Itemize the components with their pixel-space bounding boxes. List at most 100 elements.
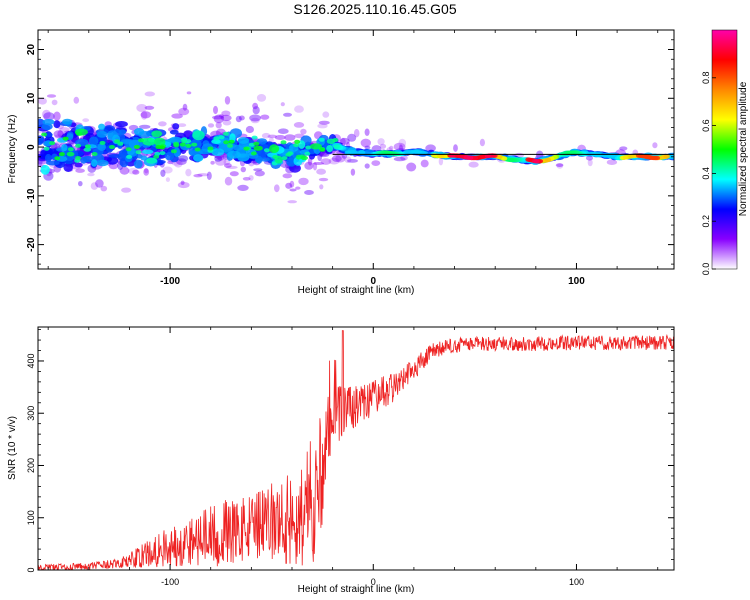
- colorbar-tick-label: 0.2: [701, 215, 711, 228]
- spectrogram-cell: [133, 128, 145, 136]
- snr-series-line: [38, 330, 674, 570]
- spectrogram-cell: [211, 148, 225, 157]
- spectrogram-cell: [253, 141, 260, 146]
- spectrogram-cell: [400, 155, 408, 161]
- spectrogram-cell: [106, 156, 119, 165]
- spectrogram-cell: [507, 157, 514, 163]
- spectrogram-cell: [127, 168, 139, 175]
- spectrogram-cell: [586, 155, 593, 161]
- spectrogram-cell: [251, 135, 258, 140]
- y-tick-label: 20: [26, 44, 37, 56]
- spectrogram-cell: [310, 143, 322, 150]
- spectrogram-cell: [114, 139, 121, 144]
- spectrogram-cell: [627, 154, 635, 159]
- spectrogram-cell: [250, 151, 257, 156]
- spectrogram-cell: [222, 119, 232, 126]
- spectrogram-cell: [42, 109, 51, 119]
- colorbar-tick-label: 0.0: [701, 263, 711, 276]
- spectrogram-cell: [38, 97, 47, 105]
- x-tick-label: -100: [161, 577, 179, 587]
- spectrogram-cell: [222, 131, 229, 136]
- spectrogram-cell: [298, 177, 309, 186]
- spectrogram-cell: [41, 123, 53, 131]
- spectrogram-cell: [252, 102, 258, 110]
- spectrogram-cell: [158, 121, 167, 127]
- spectrogram-cell: [74, 162, 83, 168]
- spectrogram-cell: [283, 112, 292, 117]
- spectrogram-cell: [159, 145, 166, 150]
- spectrogram-cell: [40, 164, 50, 175]
- spectrogram-cell: [109, 145, 115, 149]
- spectrogram-cell: [97, 143, 107, 151]
- spectrogram-cell: [221, 110, 231, 117]
- y-tick-label: -20: [26, 237, 37, 252]
- colorbar: 0.0 0.2 0.4 0.6 0.8 Normalized spectral ampl…: [701, 29, 749, 276]
- spectrogram-cell: [197, 173, 209, 177]
- x-tick-label: 0: [371, 577, 376, 587]
- spectrogram-cell: [256, 94, 267, 102]
- spectrogram-cell: [371, 160, 381, 167]
- spectrogram-cell: [479, 154, 487, 159]
- spectrogram-cell: [274, 184, 280, 193]
- spectrogram-cell: [75, 168, 85, 173]
- spectrogram-cell: [133, 144, 140, 149]
- spectrogram-cell: [73, 96, 80, 104]
- colorbar-ticks: 0.0 0.2 0.4 0.6 0.8: [701, 72, 716, 276]
- spectrogram-cell: [182, 103, 188, 111]
- spectrogram-cell: [242, 177, 251, 181]
- spectrogram-heatmap: [38, 91, 674, 204]
- spectrogram-cell: [170, 149, 177, 154]
- spectrogram-cell: [253, 145, 263, 151]
- top-x-axis: -100 0 100: [47, 30, 659, 287]
- spectrogram-cell: [393, 156, 406, 162]
- spectrogram-cell: [224, 163, 232, 168]
- spectrogram-cell: [99, 140, 106, 145]
- colorbar-tick-label: 0.6: [701, 119, 711, 132]
- spectrogram-cell: [126, 154, 133, 159]
- spectrogram-cell: [220, 114, 232, 122]
- spectrogram-cell: [43, 112, 55, 121]
- spectrogram-cell: [358, 149, 365, 155]
- spectrogram-cell: [162, 166, 173, 174]
- spectrogram-cell: [51, 99, 58, 106]
- spectrogram-cell: [280, 102, 285, 107]
- spectrogram-cell: [224, 176, 233, 186]
- spectrogram-cell: [227, 150, 241, 159]
- spectrogram-cell: [169, 129, 179, 135]
- spectrogram-cell: [280, 140, 287, 145]
- spectrogram-cell: [350, 168, 356, 176]
- bottom-x-axis: -100 0 100: [47, 327, 659, 587]
- spectrogram-cell: [43, 146, 50, 151]
- spectrogram-cell: [619, 146, 628, 151]
- spectrogram-cell: [213, 114, 225, 124]
- spectrogram-cell: [53, 130, 64, 138]
- spectrogram-cell: [260, 157, 270, 162]
- spectrogram-cell: [293, 143, 300, 148]
- spectrogram-cell: [171, 113, 183, 119]
- spectrogram-cell: [173, 143, 180, 148]
- spectrogram-cell: [140, 111, 152, 119]
- y-tick-label: 10: [26, 92, 37, 104]
- spectrogram-cell: [144, 91, 155, 97]
- spectrogram-cell: [214, 157, 227, 166]
- spectrogram-cell: [96, 130, 108, 138]
- top-x-axis-label: Height of straight line (km): [298, 285, 415, 296]
- spectrogram-cell: [466, 155, 474, 160]
- spectrogram-cell: [533, 159, 540, 164]
- spectrogram-cell: [67, 147, 74, 152]
- spectrogram-cell: [304, 161, 314, 170]
- spectrogram-cell: [237, 184, 249, 191]
- spectrogram-cell: [193, 154, 204, 162]
- spectrogram-cell: [605, 153, 616, 158]
- colorbar-tick-label: 0.8: [701, 72, 711, 85]
- spectrogram-cell: [284, 134, 296, 141]
- spectrogram-cell: [82, 155, 93, 163]
- spectrogram-cell: [41, 132, 48, 137]
- bottom-y-axis-label: SNR (10 * v/v): [7, 416, 18, 480]
- spectrogram-cell: [217, 154, 225, 161]
- spectrogram-cell: [207, 123, 215, 128]
- spectrogram-cell: [138, 138, 144, 143]
- spectrogram-cell: [75, 143, 82, 148]
- spectrogram-cell: [293, 122, 305, 128]
